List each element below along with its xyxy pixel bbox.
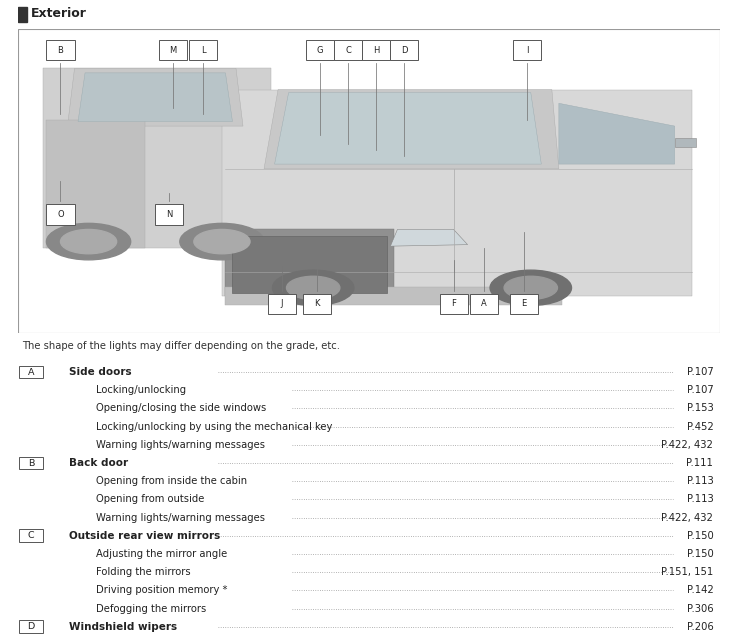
Circle shape [287, 276, 340, 300]
Circle shape [504, 276, 557, 300]
Text: P.111: P.111 [686, 458, 713, 468]
Bar [362, 40, 390, 60]
Text: P.206: P.206 [686, 622, 713, 632]
Bar [46, 204, 74, 225]
Polygon shape [43, 68, 271, 248]
Text: Opening/closing the side windows: Opening/closing the side windows [96, 403, 266, 413]
Text: C: C [28, 531, 35, 540]
Bar [159, 40, 187, 60]
Bar [189, 40, 217, 60]
FancyBboxPatch shape [232, 236, 387, 293]
Polygon shape [264, 90, 559, 169]
Text: P.150: P.150 [686, 549, 713, 559]
Bar [19, 365, 43, 378]
Bar [268, 294, 295, 314]
Text: E: E [521, 300, 526, 308]
Text: H: H [373, 45, 379, 54]
Text: B: B [57, 45, 63, 54]
Bar [226, 230, 394, 296]
Text: P.153: P.153 [686, 403, 713, 413]
Polygon shape [78, 73, 232, 122]
Text: Exterior: Exterior [31, 8, 87, 20]
Text: Side doors: Side doors [69, 367, 132, 377]
Text: Opening from inside the cabin: Opening from inside the cabin [96, 476, 247, 486]
Text: P.142: P.142 [686, 586, 713, 595]
Bar [303, 294, 331, 314]
Text: B: B [28, 458, 35, 468]
Text: P.113: P.113 [686, 495, 713, 504]
Text: J: J [280, 300, 283, 308]
Polygon shape [390, 230, 467, 246]
Text: K: K [314, 300, 320, 308]
Text: D: D [401, 45, 408, 54]
Bar [155, 204, 183, 225]
Bar [509, 294, 538, 314]
Circle shape [46, 223, 131, 260]
Bar [390, 40, 418, 60]
Text: Warning lights/warning messages: Warning lights/warning messages [96, 513, 265, 523]
Text: P.107: P.107 [686, 367, 713, 377]
Text: I: I [526, 45, 528, 54]
Circle shape [194, 229, 250, 254]
Text: D: D [27, 622, 35, 631]
Text: A: A [481, 300, 487, 308]
Bar [440, 294, 467, 314]
Bar [18, 6, 27, 22]
Polygon shape [68, 68, 243, 126]
Text: P.452: P.452 [686, 422, 713, 431]
Text: Back door: Back door [69, 458, 128, 468]
Text: N: N [166, 210, 173, 219]
Text: Driving position memory *: Driving position memory * [96, 586, 227, 595]
Text: G: G [317, 45, 323, 54]
Text: M: M [169, 45, 176, 54]
Text: C: C [345, 45, 351, 54]
Text: Opening from outside: Opening from outside [96, 495, 204, 504]
Text: P.306: P.306 [686, 604, 713, 614]
Text: Outside rear view mirrors: Outside rear view mirrors [69, 531, 220, 541]
Text: P.151, 151: P.151, 151 [661, 567, 713, 577]
Bar [470, 294, 498, 314]
Polygon shape [675, 138, 696, 147]
Text: F: F [451, 300, 456, 308]
Circle shape [60, 229, 117, 254]
Text: P.422, 432: P.422, 432 [662, 440, 713, 450]
Bar [46, 120, 145, 248]
Polygon shape [222, 90, 692, 296]
Text: P.113: P.113 [686, 476, 713, 486]
Polygon shape [275, 93, 541, 164]
Text: The shape of the lights may differ depending on the grade, etc.: The shape of the lights may differ depen… [22, 340, 340, 351]
Text: P.422, 432: P.422, 432 [662, 513, 713, 523]
Text: Windshield wipers: Windshield wipers [69, 622, 177, 632]
Bar [46, 40, 74, 60]
Text: Adjusting the mirror angle: Adjusting the mirror angle [96, 549, 227, 559]
Circle shape [180, 223, 264, 260]
Bar [19, 529, 43, 542]
Bar [226, 287, 562, 305]
Bar [334, 40, 362, 60]
Bar [513, 40, 541, 60]
Text: L: L [201, 45, 205, 54]
Bar [306, 40, 334, 60]
Circle shape [490, 270, 572, 305]
Text: A: A [28, 367, 35, 376]
Bar [19, 620, 43, 633]
Circle shape [273, 270, 354, 305]
Text: O: O [57, 210, 64, 219]
Text: Defogging the mirrors: Defogging the mirrors [96, 604, 206, 614]
Text: Locking/unlocking: Locking/unlocking [96, 385, 186, 396]
Text: P.107: P.107 [686, 385, 713, 396]
Text: Locking/unlocking by using the mechanical key: Locking/unlocking by using the mechanica… [96, 422, 332, 431]
Bar [19, 457, 43, 469]
Text: Folding the mirrors: Folding the mirrors [96, 567, 190, 577]
Text: Warning lights/warning messages: Warning lights/warning messages [96, 440, 265, 450]
Text: P.150: P.150 [686, 531, 713, 541]
Polygon shape [559, 103, 675, 164]
